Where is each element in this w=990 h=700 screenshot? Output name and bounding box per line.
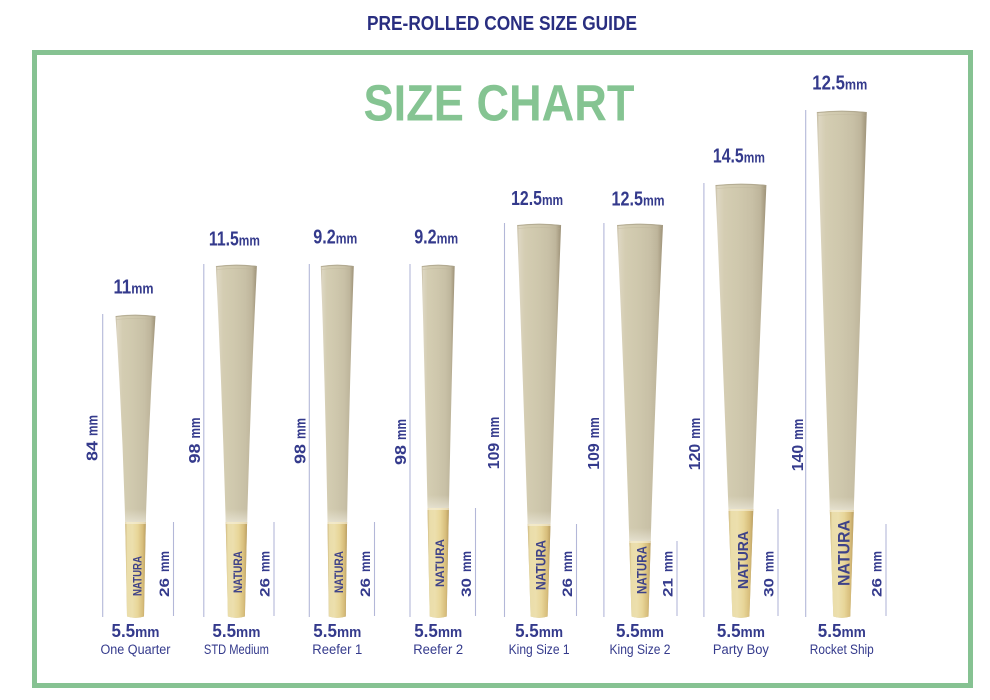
svg-text:140mm: 140mm <box>790 419 807 472</box>
svg-text:14.5mm: 14.5mm <box>713 146 765 168</box>
svg-text:5.5mm: 5.5mm <box>212 621 260 641</box>
svg-text:26mm: 26mm <box>870 551 885 597</box>
svg-text:NATURA: NATURA <box>130 556 144 596</box>
svg-text:12.5mm: 12.5mm <box>612 189 665 211</box>
svg-text:King Size 2: King Size 2 <box>610 642 671 657</box>
svg-text:5.5mm: 5.5mm <box>112 621 160 641</box>
svg-text:NATURA: NATURA <box>533 540 549 590</box>
svg-text:King Size 1: King Size 1 <box>509 642 570 657</box>
svg-text:9.2mm: 9.2mm <box>414 227 458 249</box>
svg-text:5.5mm: 5.5mm <box>717 621 765 641</box>
svg-text:One Quarter: One Quarter <box>101 642 171 657</box>
svg-text:98mm: 98mm <box>292 418 309 464</box>
svg-text:109mm: 109mm <box>586 417 603 470</box>
svg-text:109mm: 109mm <box>486 417 503 470</box>
svg-text:26mm: 26mm <box>560 551 575 597</box>
svg-text:5.5mm: 5.5mm <box>313 621 361 641</box>
svg-text:84mm: 84mm <box>85 415 102 461</box>
svg-text:26mm: 26mm <box>157 551 172 597</box>
svg-text:NATURA: NATURA <box>735 531 752 589</box>
svg-text:12.5mm: 12.5mm <box>812 73 867 95</box>
svg-text:Party Boy: Party Boy <box>713 642 769 657</box>
svg-text:98mm: 98mm <box>187 418 204 464</box>
svg-text:5.5mm: 5.5mm <box>414 621 462 641</box>
svg-text:30mm: 30mm <box>762 551 777 597</box>
svg-text:11mm: 11mm <box>114 277 154 299</box>
svg-text:21mm: 21mm <box>661 551 676 597</box>
svg-text:NATURA: NATURA <box>634 546 649 594</box>
svg-text:26mm: 26mm <box>358 551 373 597</box>
svg-text:5.5mm: 5.5mm <box>515 621 563 641</box>
svg-text:PRE-ROLLED CONE SIZE GUIDE: PRE-ROLLED CONE SIZE GUIDE <box>367 13 637 35</box>
svg-text:30mm: 30mm <box>459 551 474 597</box>
svg-text:26mm: 26mm <box>258 551 273 597</box>
svg-text:Reefer 1: Reefer 1 <box>312 642 362 657</box>
svg-text:5.5mm: 5.5mm <box>616 621 664 641</box>
svg-text:12.5mm: 12.5mm <box>511 188 563 210</box>
svg-text:STD Medium: STD Medium <box>204 642 269 657</box>
svg-text:Rocket Ship: Rocket Ship <box>810 642 874 657</box>
svg-text:Reefer 2: Reefer 2 <box>413 642 463 657</box>
svg-text:NATURA: NATURA <box>433 539 447 587</box>
svg-text:NATURA: NATURA <box>334 551 346 593</box>
svg-text:NATURA: NATURA <box>834 520 853 586</box>
svg-text:11.5mm: 11.5mm <box>209 229 260 251</box>
svg-text:9.2mm: 9.2mm <box>313 227 357 249</box>
svg-text:SIZE CHART: SIZE CHART <box>364 75 635 132</box>
svg-text:120mm: 120mm <box>687 418 704 471</box>
svg-text:NATURA: NATURA <box>231 551 245 593</box>
svg-text:5.5mm: 5.5mm <box>818 621 866 641</box>
svg-text:98mm: 98mm <box>393 419 410 465</box>
